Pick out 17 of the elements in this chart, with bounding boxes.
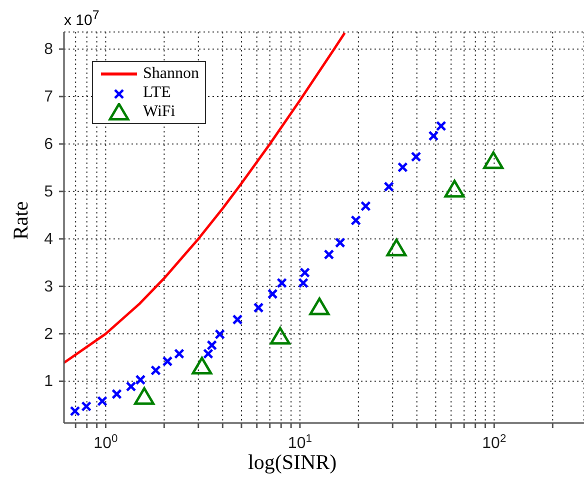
y-axis-title: Rate	[8, 201, 34, 240]
y-tick-label: 8	[44, 41, 54, 58]
text: x 10$^{7}$	[64, 8, 100, 29]
y-tick-label: 1	[44, 373, 54, 390]
x-tick-label: 10$^{2}$	[482, 433, 506, 452]
y-tick-label: 2	[44, 326, 54, 343]
x-axis-title: log(SINR)	[248, 450, 337, 474]
y-tick-label: 5	[44, 183, 54, 200]
x-tick-label: 10$^{0}$	[94, 433, 118, 452]
legend-label: LTE	[143, 83, 171, 102]
y-tick-label: 4	[44, 230, 54, 248]
legend-label: Shannon	[143, 64, 199, 83]
x-tick-label: 10$^{1}$	[288, 433, 312, 452]
y-tick-label: 3	[44, 278, 54, 296]
y-tick-label: 7	[44, 88, 54, 106]
y-tick-label: 6	[44, 136, 54, 153]
legend-label: WiFi	[143, 102, 176, 121]
